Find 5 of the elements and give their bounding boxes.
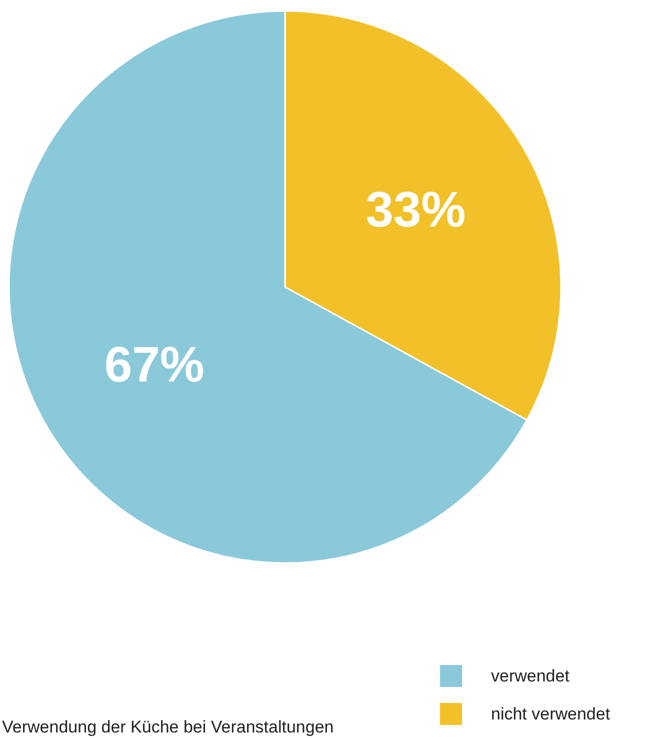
text: Verwendung der Küche bei Veranstaltungen bbox=[2, 718, 334, 736]
legend-label: nicht verwendet bbox=[491, 704, 610, 724]
legend-label: verwendet bbox=[491, 666, 570, 686]
data-label: 67% bbox=[104, 336, 204, 392]
data-label: 33% bbox=[366, 182, 466, 238]
